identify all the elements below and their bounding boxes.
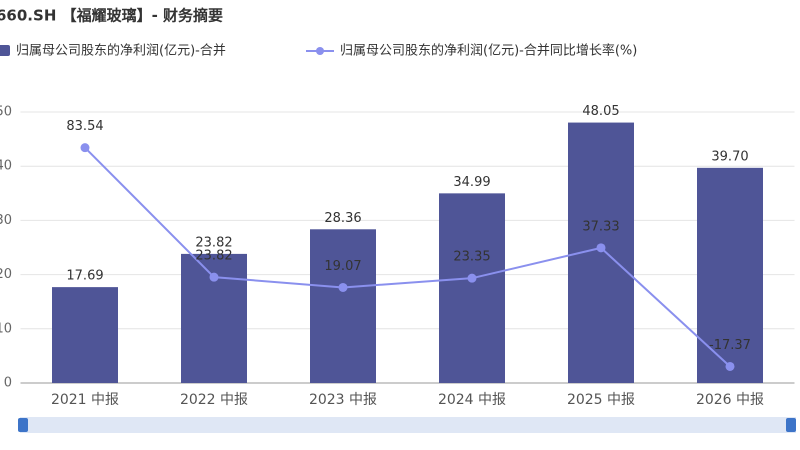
x-tick-label: 2026 中报 xyxy=(696,392,764,408)
data-label: 23.82 xyxy=(195,249,232,264)
line-point xyxy=(80,143,90,153)
y-tick-label: 50 xyxy=(0,105,12,120)
line-point xyxy=(725,361,735,371)
data-label: 19.07 xyxy=(324,259,361,274)
scroll-handle[interactable] xyxy=(18,418,28,432)
legend-label: 归属母公司股东的净利润(亿元)-合并 xyxy=(16,43,226,59)
bar xyxy=(439,193,505,383)
bar xyxy=(310,229,376,383)
bar xyxy=(52,287,118,383)
data-label: 23.82 xyxy=(195,235,232,250)
x-tick-label: 2021 中报 xyxy=(51,392,119,408)
line-point xyxy=(209,272,219,282)
line-point xyxy=(596,243,606,253)
legend-label: 归属母公司股东的净利润(亿元)-合并同比增长率(%) xyxy=(340,43,637,59)
line-point xyxy=(467,273,477,283)
line xyxy=(84,146,731,368)
data-label: 28.36 xyxy=(324,211,361,226)
y-tick-label: 30 xyxy=(0,213,12,228)
scrollbar[interactable] xyxy=(18,417,796,433)
scroll-handle[interactable] xyxy=(786,418,796,432)
line-point xyxy=(338,282,348,292)
x-tick-label: 2023 中报 xyxy=(309,392,377,408)
y-tick-label: 0 xyxy=(4,376,12,391)
data-label: 48.05 xyxy=(582,104,619,119)
scroll-track[interactable] xyxy=(20,417,796,433)
x-tick-label: 2022 中报 xyxy=(180,392,248,408)
data-label: 83.54 xyxy=(66,119,103,134)
data-label: 39.70 xyxy=(711,149,748,164)
y-tick-label: 10 xyxy=(0,321,12,336)
x-tick-label: 2025 中报 xyxy=(567,392,635,408)
x-tick-label: 2024 中报 xyxy=(438,392,506,408)
y-tick-label: 40 xyxy=(0,159,12,174)
legend-swatch xyxy=(316,47,324,55)
data-label: 17.69 xyxy=(66,269,103,284)
y-tick-label: 20 xyxy=(0,267,12,282)
data-label: 37.33 xyxy=(582,219,619,234)
chart-title: 660.SH 【福耀玻璃】- 财务摘要 xyxy=(0,7,223,25)
legend: 归属母公司股东的净利润(亿元)-合并 归属母公司股东的净利润(亿元)-合并同比增… xyxy=(0,43,637,59)
legend-swatch xyxy=(0,45,10,56)
data-label: -17.37 xyxy=(709,338,751,353)
data-label: 23.35 xyxy=(453,250,490,265)
data-label: 34.99 xyxy=(453,175,490,190)
